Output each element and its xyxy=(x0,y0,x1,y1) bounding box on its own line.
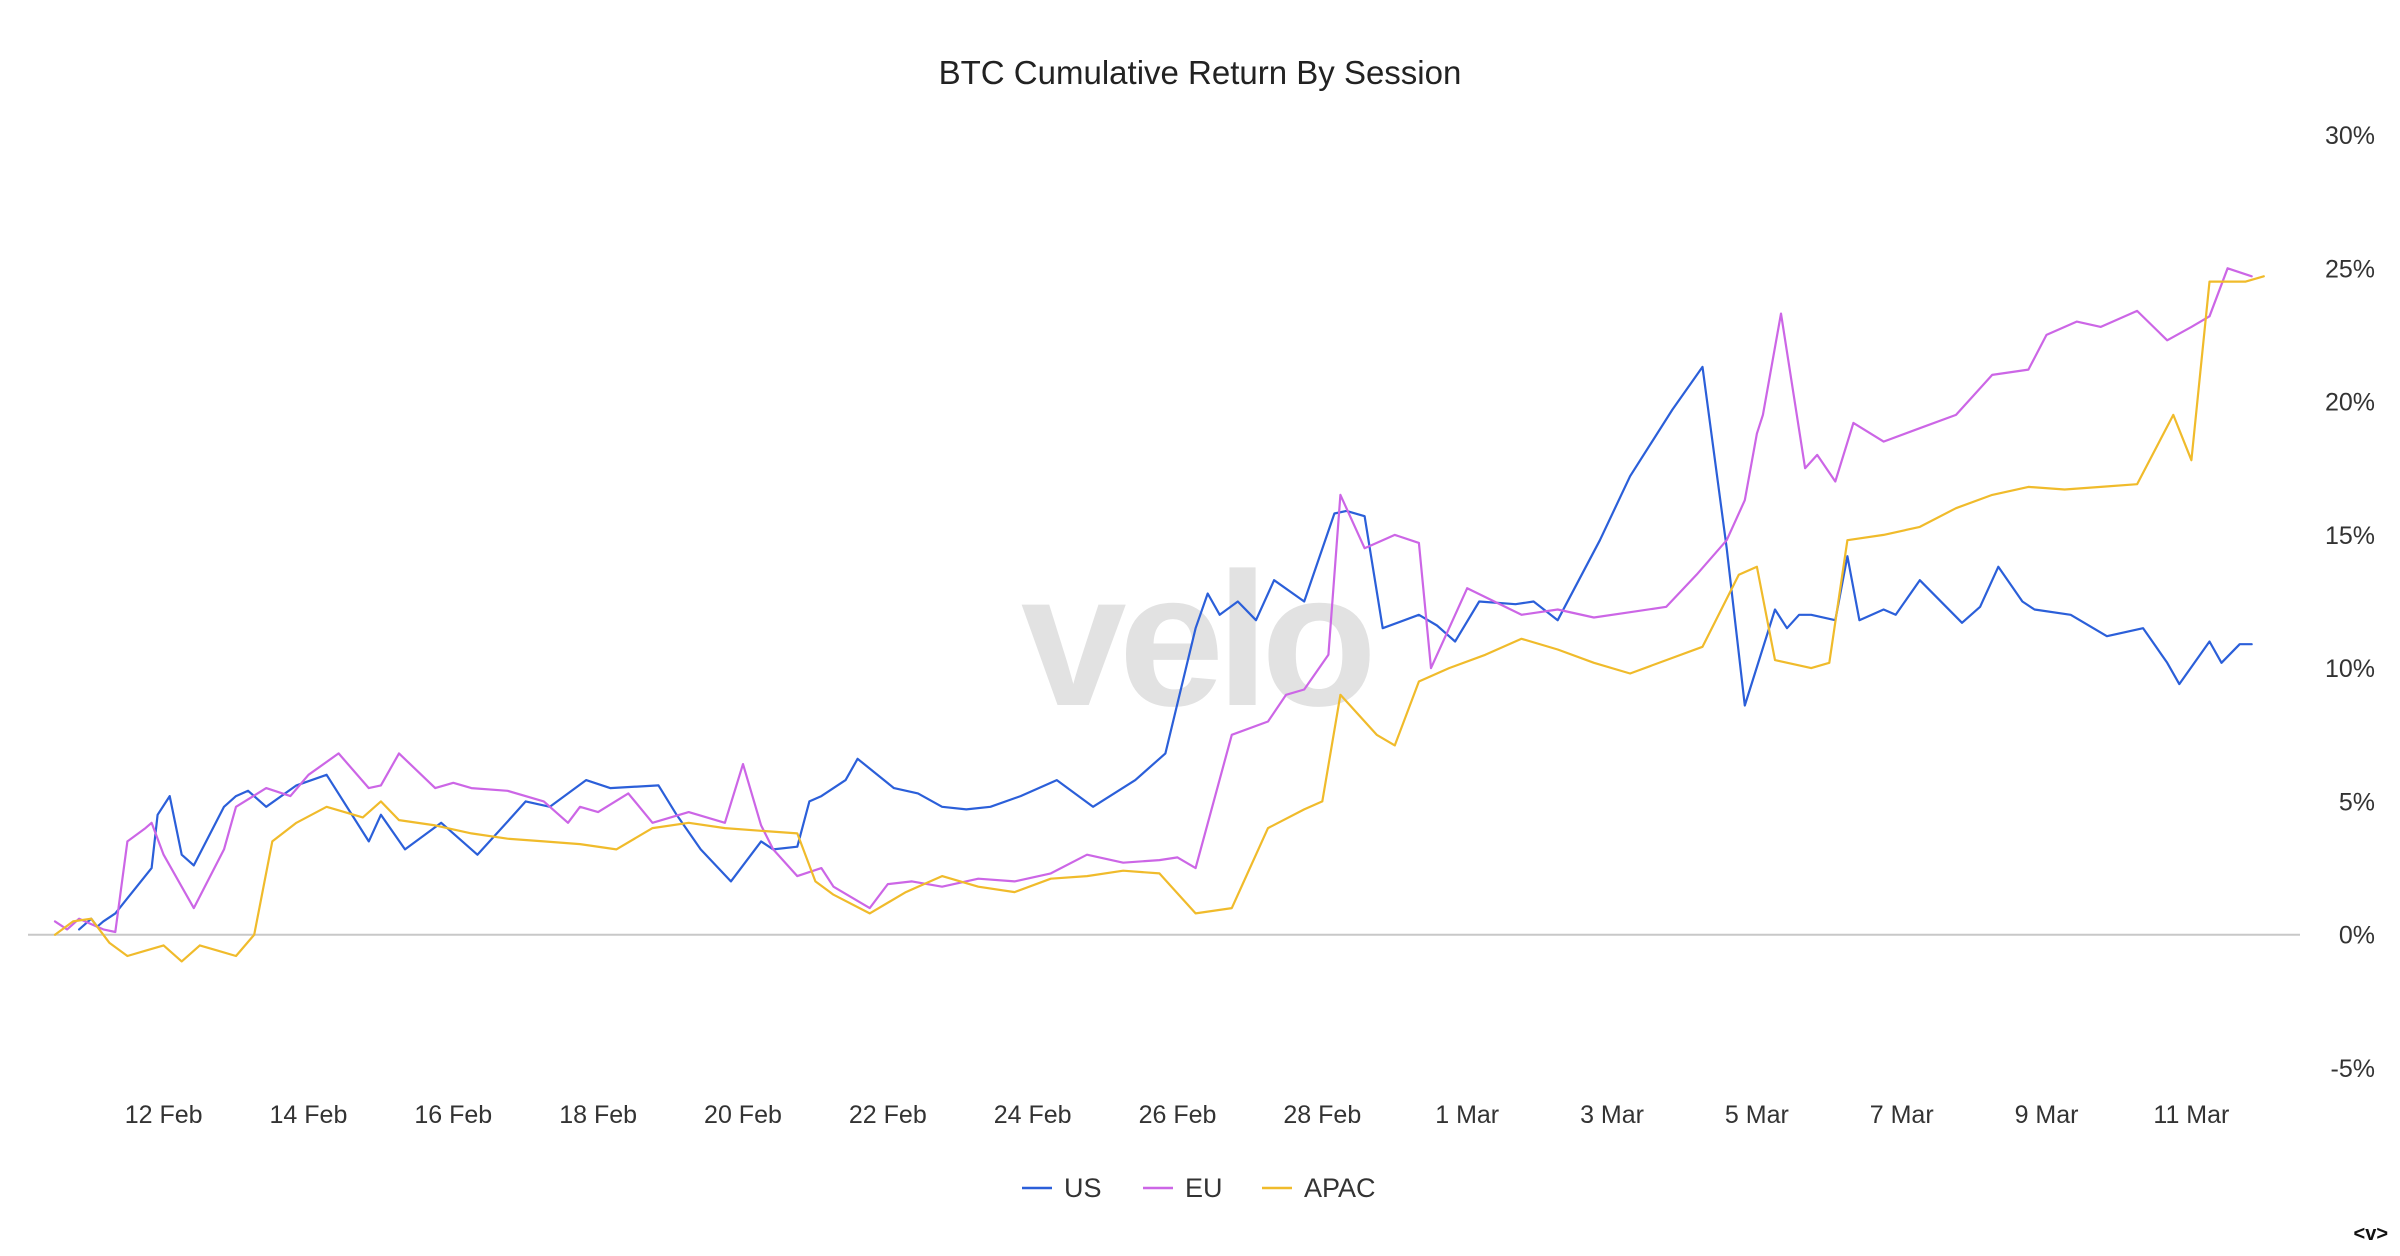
legend-item-eu[interactable]: EU xyxy=(1143,1173,1223,1203)
legend-label-us: US xyxy=(1064,1173,1102,1203)
x-axis-ticks: 12 Feb 14 Feb 16 Feb 18 Feb 20 Feb 22 Feb 24 F… xyxy=(125,1101,2230,1129)
x-tick-label: 22 Feb xyxy=(849,1101,927,1129)
legend-item-us[interactable]: US xyxy=(1022,1173,1102,1203)
velo-watermark-logo: velo xyxy=(1021,534,1370,746)
y-tick-label: 10% xyxy=(2325,655,2375,683)
x-tick-label: 9 Mar xyxy=(2015,1101,2079,1129)
x-tick-label: 3 Mar xyxy=(1580,1101,1644,1129)
y-tick-label: 20% xyxy=(2325,389,2375,417)
series-line-eu xyxy=(53,267,2253,934)
chart-title: BTC Cumulative Return By Session xyxy=(939,54,1462,91)
y-tick-label: 5% xyxy=(2339,788,2375,816)
y-tick-label: 25% xyxy=(2325,255,2375,283)
x-tick-label: 24 Feb xyxy=(994,1101,1072,1129)
y-tick-label: -5% xyxy=(2331,1055,2375,1083)
x-tick-label: 1 Mar xyxy=(1435,1101,1499,1129)
x-tick-label: 18 Feb xyxy=(559,1101,637,1129)
legend: US EU APAC xyxy=(1022,1173,1376,1203)
legend-item-apac[interactable]: APAC xyxy=(1262,1173,1376,1203)
x-tick-label: 20 Feb xyxy=(704,1101,782,1129)
series-line-us xyxy=(78,365,2253,931)
x-tick-label: 16 Feb xyxy=(414,1101,492,1129)
x-tick-label: 12 Feb xyxy=(125,1101,203,1129)
x-tick-label: 26 Feb xyxy=(1139,1101,1217,1129)
y-tick-label: 0% xyxy=(2339,922,2375,950)
x-tick-label: 28 Feb xyxy=(1283,1101,1361,1129)
y-axis-ticks: -5% 0% 5% 10% 15% 20% 25% 30% xyxy=(2325,122,2375,1083)
velo-corner-logo: <v> xyxy=(2354,1223,2388,1245)
series-lines xyxy=(53,267,2265,963)
x-tick-label: 14 Feb xyxy=(270,1101,348,1129)
y-tick-label: 30% xyxy=(2325,122,2375,150)
x-tick-label: 5 Mar xyxy=(1725,1101,1789,1129)
legend-label-eu: EU xyxy=(1185,1173,1223,1203)
legend-label-apac: APAC xyxy=(1304,1173,1376,1203)
x-tick-label: 11 Mar xyxy=(2153,1101,2229,1129)
y-tick-label: 15% xyxy=(2325,522,2375,550)
series-line-apac xyxy=(53,275,2265,963)
x-tick-label: 7 Mar xyxy=(1870,1101,1934,1129)
